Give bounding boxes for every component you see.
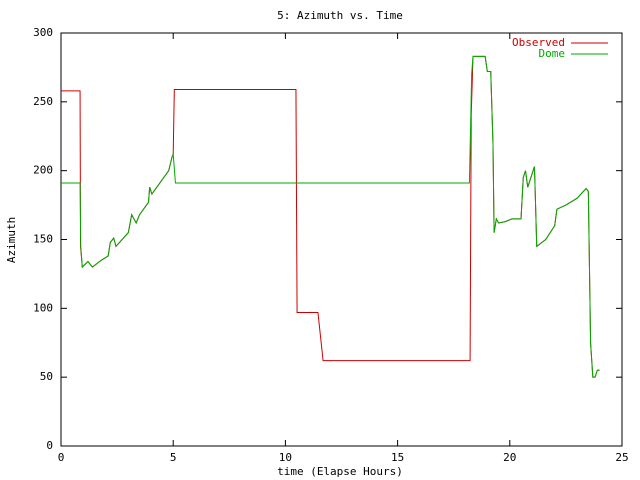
y-tick-label: 100 <box>33 301 53 314</box>
x-tick-label: 20 <box>503 451 516 464</box>
legend-label: Observed <box>512 36 565 49</box>
x-tick-label: 15 <box>391 451 404 464</box>
x-tick-label: 10 <box>279 451 292 464</box>
chart-title: 5: Azimuth vs. Time <box>277 9 403 22</box>
x-tick-label: 25 <box>615 451 628 464</box>
x-tick-label: 5 <box>170 451 177 464</box>
series-line <box>61 55 600 378</box>
y-tick-label: 50 <box>40 370 53 383</box>
y-tick-label: 0 <box>46 439 53 452</box>
series-line <box>61 55 600 378</box>
y-tick-label: 300 <box>33 26 53 39</box>
y-tick-label: 150 <box>33 233 53 246</box>
y-axis-label: Azimuth <box>5 217 18 263</box>
legend-label: Dome <box>539 47 566 60</box>
plot-frame <box>60 32 623 447</box>
x-tick-label: 0 <box>58 451 65 464</box>
y-tick-label: 250 <box>33 95 53 108</box>
y-tick-label: 200 <box>33 164 53 177</box>
x-axis-label: time (Elapse Hours) <box>277 465 403 478</box>
